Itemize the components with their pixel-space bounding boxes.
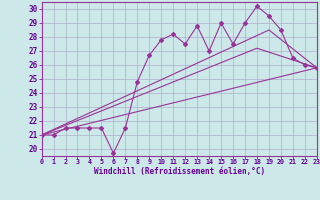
X-axis label: Windchill (Refroidissement éolien,°C): Windchill (Refroidissement éolien,°C)	[94, 167, 265, 176]
